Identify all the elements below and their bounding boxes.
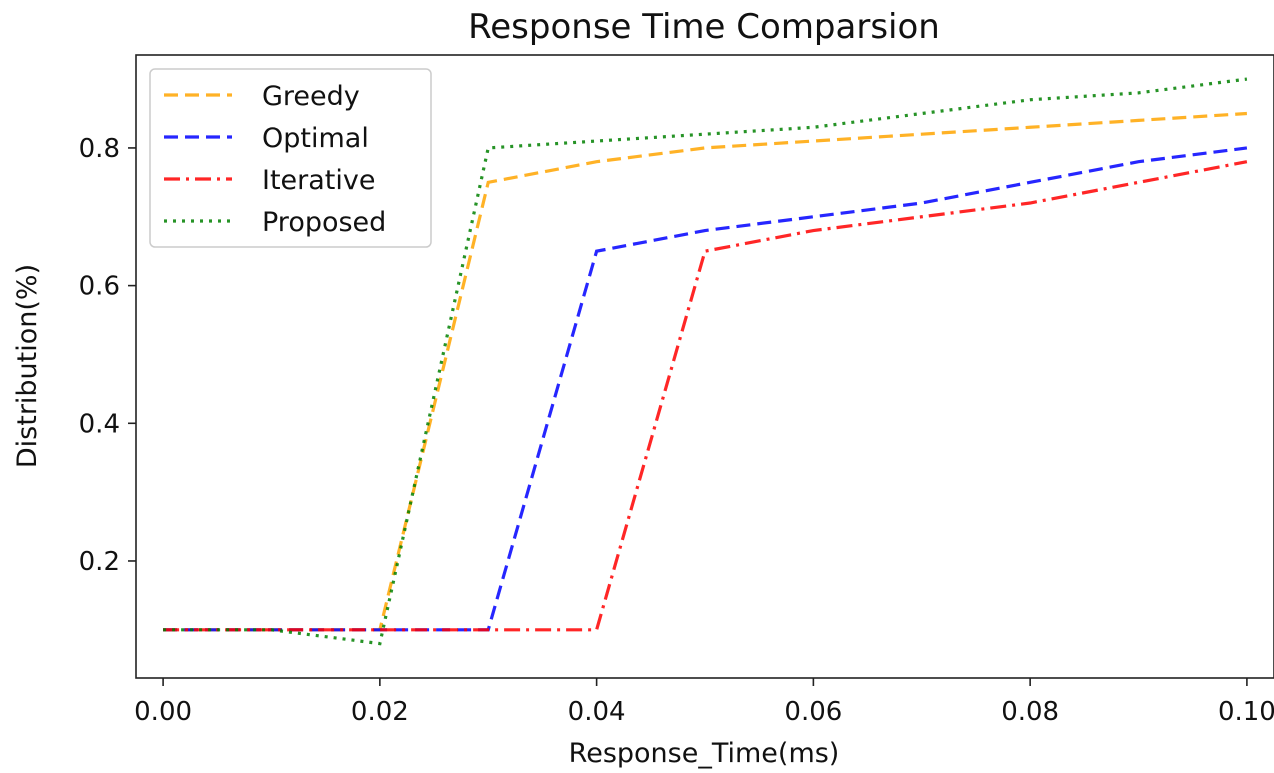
data-point-proposed — [812, 126, 815, 129]
data-point-proposed — [704, 133, 707, 136]
data-point-iterative — [595, 628, 598, 631]
data-point-optimal — [920, 202, 923, 205]
data-point-iterative — [1137, 181, 1140, 184]
data-point-proposed — [162, 628, 165, 631]
y-tick-label: 0.4 — [79, 409, 120, 439]
data-point-greedy — [920, 133, 923, 136]
series-line-proposed — [163, 77, 1248, 646]
data-point-optimal — [1029, 181, 1032, 184]
data-point-proposed — [1245, 78, 1248, 81]
data-point-iterative — [1245, 160, 1248, 163]
data-point-greedy — [1245, 112, 1248, 115]
legend-label-iterative: Iterative — [262, 165, 375, 196]
legend-frame — [149, 68, 432, 248]
data-point-greedy — [704, 146, 707, 149]
legend-label-optimal: Optimal — [262, 123, 369, 154]
data-point-iterative — [920, 215, 923, 218]
data-point-proposed — [378, 642, 381, 645]
data-point-proposed — [920, 112, 923, 115]
chart-title: Response Time Comparsion — [468, 7, 940, 47]
data-point-greedy — [1137, 119, 1140, 122]
y-axis-ticks: 0.2 0.4 0.6 0.8 — [79, 134, 136, 577]
legend-label-proposed: Proposed — [262, 207, 386, 238]
y-tick-label: 0.8 — [79, 134, 120, 164]
series-layer — [162, 77, 1248, 646]
data-point-iterative — [1029, 202, 1032, 205]
data-point-optimal — [812, 215, 815, 218]
data-point-proposed — [595, 140, 598, 143]
data-point-iterative — [487, 628, 490, 631]
legend-entries: Greedy Optimal Iterative Proposed — [164, 81, 386, 238]
data-point-greedy — [812, 140, 815, 143]
legend-label-greedy: Greedy — [262, 81, 360, 112]
data-point-greedy — [487, 181, 490, 184]
data-point-greedy — [595, 160, 598, 163]
plot-frame — [135, 54, 1274, 679]
data-point-optimal — [1137, 160, 1140, 163]
legend: Greedy Optimal Iterative Proposed — [149, 68, 432, 248]
x-tick-label: 0.06 — [784, 697, 842, 727]
series-line-iterative — [163, 160, 1248, 632]
series-line-greedy — [163, 111, 1248, 632]
data-point-greedy — [1029, 126, 1032, 129]
data-point-iterative — [812, 229, 815, 232]
y-tick-label: 0.6 — [79, 272, 120, 302]
data-point-optimal — [595, 250, 598, 253]
data-point-proposed — [1137, 91, 1140, 94]
x-tick-label: 0.04 — [568, 697, 626, 727]
data-point-proposed — [1029, 98, 1032, 101]
y-tick-label: 0.2 — [79, 547, 120, 577]
data-point-iterative — [704, 250, 707, 253]
x-axis-ticks: 0.00 0.02 0.04 0.06 0.08 0.10 — [134, 678, 1274, 727]
series-line-optimal — [163, 146, 1248, 632]
data-point-optimal — [1245, 146, 1248, 149]
x-tick-label: 0.10 — [1218, 697, 1274, 727]
x-tick-label: 0.00 — [134, 697, 192, 727]
data-point-proposed — [270, 628, 273, 631]
x-axis-label: Response_Time(ms) — [569, 738, 840, 769]
data-point-proposed — [487, 146, 490, 149]
x-tick-label: 0.02 — [351, 697, 409, 727]
data-point-iterative — [378, 628, 381, 631]
y-axis-label: Distribution(%) — [12, 264, 43, 468]
x-tick-label: 0.08 — [1001, 697, 1059, 727]
data-point-optimal — [704, 229, 707, 232]
